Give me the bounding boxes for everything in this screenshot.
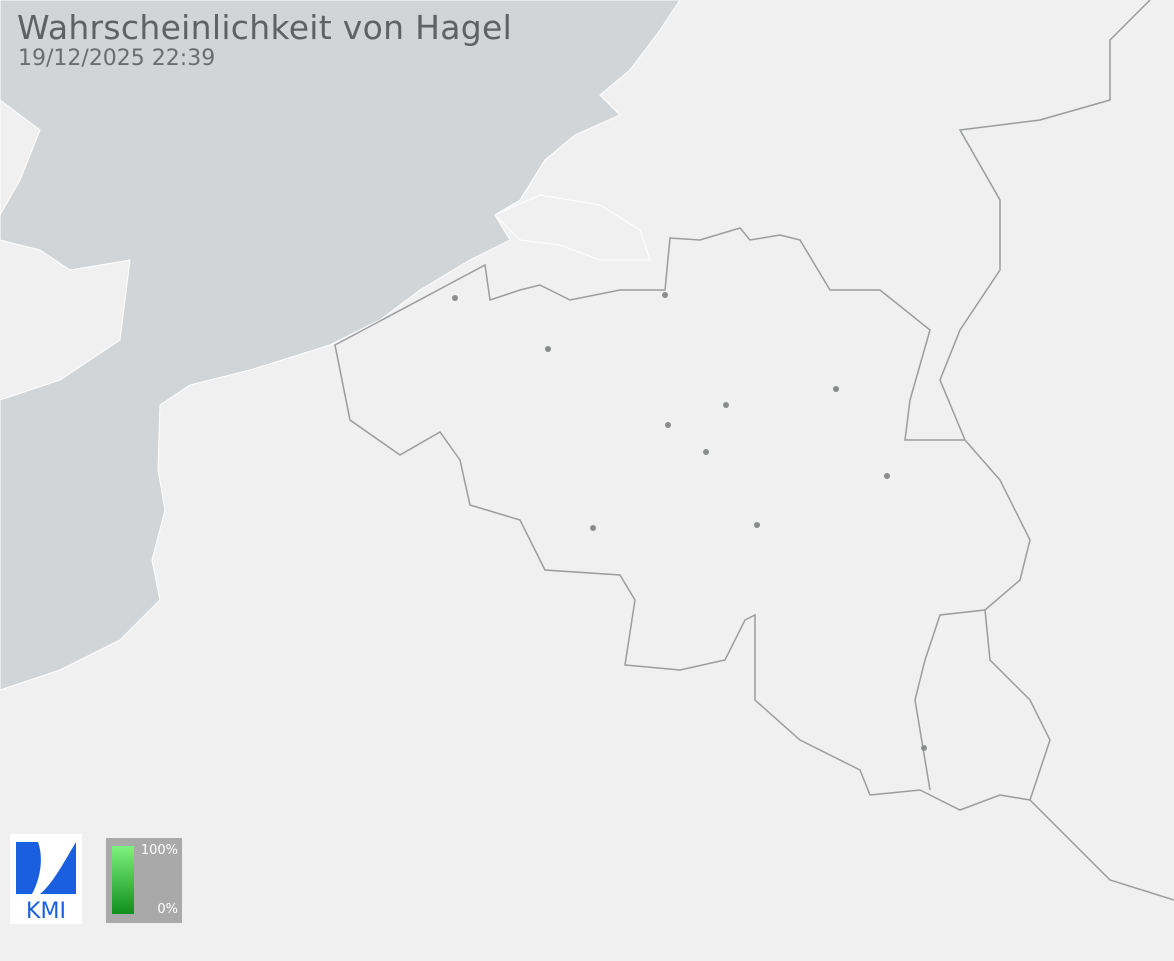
city-dot xyxy=(590,525,596,531)
city-dot xyxy=(452,295,458,301)
timestamp: 19/12/2025 22:39 xyxy=(18,46,216,71)
city-markers xyxy=(452,292,927,751)
kmi-logo: KMI xyxy=(10,834,82,924)
england-coast xyxy=(0,99,41,217)
city-dot xyxy=(754,522,760,528)
legend-color-bar xyxy=(112,846,134,914)
city-dot xyxy=(921,745,927,751)
france-germany-border xyxy=(1029,799,1174,901)
legend-max-label: 100% xyxy=(140,843,178,858)
city-dot xyxy=(703,449,709,455)
city-dot xyxy=(723,402,729,408)
germany-border xyxy=(939,0,1151,441)
city-dot xyxy=(833,386,839,392)
kmi-logo-icon: KMI xyxy=(16,842,76,924)
belgium-border xyxy=(334,227,1051,811)
zeeland-islands xyxy=(494,194,651,261)
svg-text:KMI: KMI xyxy=(26,899,66,924)
city-dot xyxy=(662,292,668,298)
probability-legend: 100% 0% xyxy=(106,838,182,923)
city-dot xyxy=(665,422,671,428)
city-dot xyxy=(545,346,551,352)
map-title: Wahrscheinlichkeit von Hagel xyxy=(17,8,513,47)
city-dot xyxy=(884,473,890,479)
sea xyxy=(0,0,681,691)
legend-min-label: 0% xyxy=(157,902,178,917)
luxembourg-border xyxy=(914,609,986,791)
